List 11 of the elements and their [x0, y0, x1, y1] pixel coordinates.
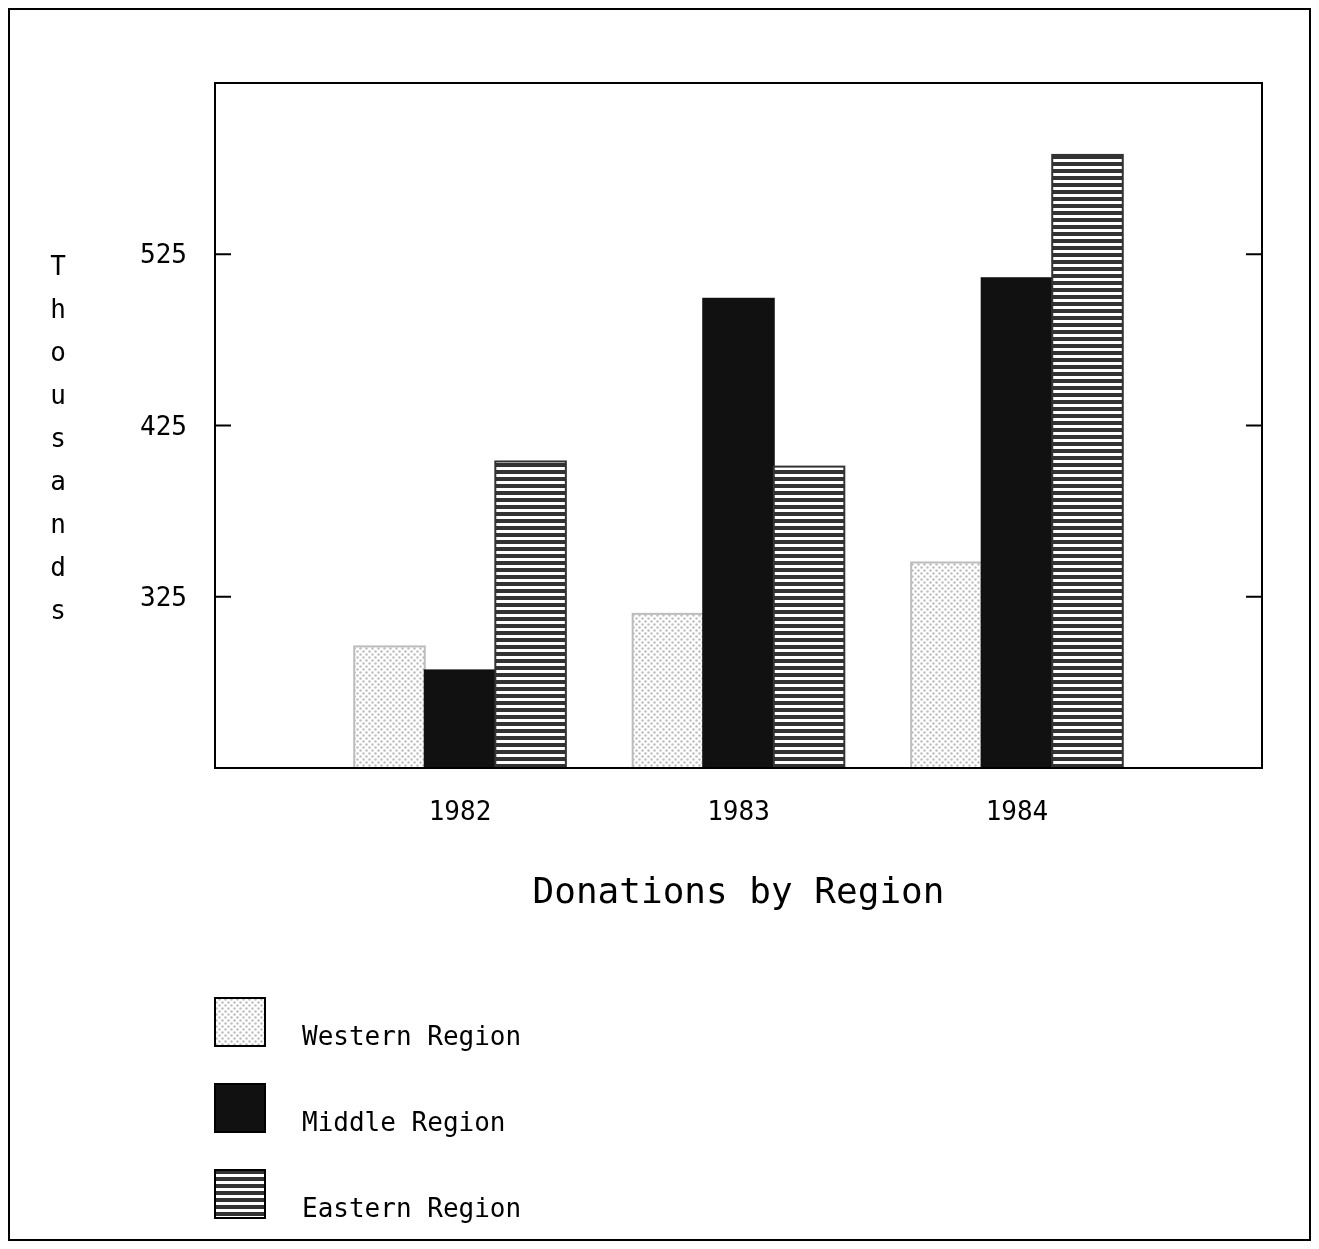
legend-label: Western Region	[302, 1021, 522, 1052]
text: Thousands	[50, 251, 66, 626]
y-tick-label: 425	[140, 410, 187, 441]
x-tick-label: 1983	[707, 796, 770, 826]
y-tick-label: 325	[140, 581, 187, 612]
y-tick-label: 525	[140, 239, 187, 270]
legend-label: Middle Region	[302, 1107, 506, 1138]
text: Donations by Region	[532, 870, 945, 911]
x-tick-label: 1982	[428, 796, 492, 826]
x-tick-label: 1984	[985, 796, 1049, 826]
legend-label: Eastern Region	[302, 1193, 522, 1224]
